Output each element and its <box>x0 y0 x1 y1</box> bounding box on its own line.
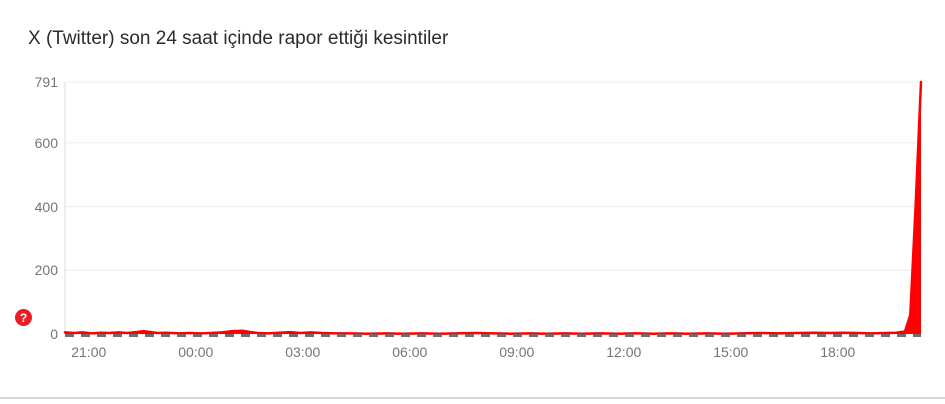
y-axis-tick-label: 400 <box>34 198 58 215</box>
x-axis-tick-label: 06:00 <box>392 344 428 360</box>
y-axis-tick-label: 600 <box>34 134 58 151</box>
y-axis-tick-label: 791 <box>34 74 58 90</box>
x-axis-tick-label: 21:00 <box>71 344 107 360</box>
x-axis-tick-label: 15:00 <box>713 344 749 360</box>
x-axis-tick-label: 03:00 <box>285 344 321 360</box>
x-axis-tick-label: 09:00 <box>499 344 535 360</box>
help-icon[interactable]: ? <box>15 309 32 326</box>
y-axis-tick-label: 200 <box>34 262 58 279</box>
series-line <box>63 80 923 335</box>
series-area <box>65 82 921 334</box>
bottom-divider <box>0 397 945 399</box>
question-mark-glyph: ? <box>19 310 28 325</box>
x-axis-tick-label: 12:00 <box>606 344 642 360</box>
y-axis-tick-label: 0 <box>50 326 58 342</box>
x-axis-tick-label: 18:00 <box>820 344 856 360</box>
chart-title: X (Twitter) son 24 saat içinde rapor ett… <box>28 28 449 49</box>
x-axis-tick-label: 00:00 <box>178 344 214 360</box>
